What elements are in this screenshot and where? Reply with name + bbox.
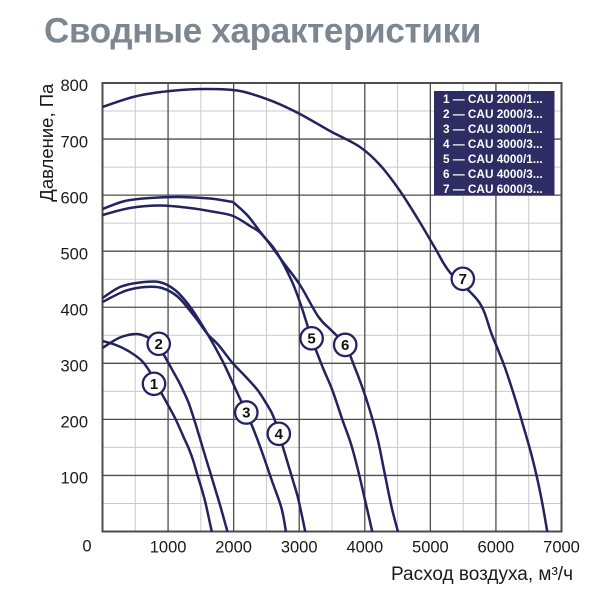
svg-text:6 — CAU 4000/3...: 6 — CAU 4000/3... <box>443 167 543 181</box>
svg-text:7000: 7000 <box>543 539 580 557</box>
svg-text:5 — CAU 4000/1...: 5 — CAU 4000/1... <box>443 152 543 166</box>
svg-text:7 — CAU 6000/3...: 7 — CAU 6000/3... <box>443 182 543 196</box>
svg-text:4000: 4000 <box>346 539 383 557</box>
svg-text:0: 0 <box>82 538 91 556</box>
svg-text:5000: 5000 <box>412 539 449 557</box>
svg-text:2: 2 <box>155 336 163 353</box>
svg-text:Сводные характеристики: Сводные характеристики <box>44 12 481 51</box>
svg-text:2 — CAU 2000/3...: 2 — CAU 2000/3... <box>443 107 543 121</box>
svg-text:1 — CAU 2000/1...: 1 — CAU 2000/1... <box>443 92 543 106</box>
svg-text:6000: 6000 <box>478 539 515 557</box>
svg-text:500: 500 <box>60 245 88 263</box>
svg-text:4: 4 <box>275 426 284 443</box>
svg-text:800: 800 <box>60 77 88 95</box>
svg-text:7: 7 <box>459 271 467 288</box>
svg-text:5: 5 <box>307 331 315 348</box>
svg-text:400: 400 <box>60 301 88 319</box>
svg-text:Расход воздуха, м³/ч: Расход воздуха, м³/ч <box>391 564 573 585</box>
svg-text:1: 1 <box>150 376 158 393</box>
svg-text:2000: 2000 <box>215 539 252 557</box>
svg-text:200: 200 <box>60 414 88 432</box>
svg-text:100: 100 <box>60 470 88 488</box>
svg-text:Давление, Па: Давление, Па <box>36 83 57 202</box>
svg-text:700: 700 <box>60 133 88 151</box>
svg-text:4 — CAU 3000/3...: 4 — CAU 3000/3... <box>443 137 543 151</box>
svg-text:1000: 1000 <box>150 539 187 557</box>
svg-text:3: 3 <box>242 405 250 422</box>
svg-text:300: 300 <box>60 358 88 376</box>
svg-text:3 — CAU 3000/1...: 3 — CAU 3000/1... <box>443 122 543 136</box>
svg-text:600: 600 <box>60 189 88 207</box>
svg-text:6: 6 <box>341 337 349 354</box>
svg-text:3000: 3000 <box>281 539 318 557</box>
